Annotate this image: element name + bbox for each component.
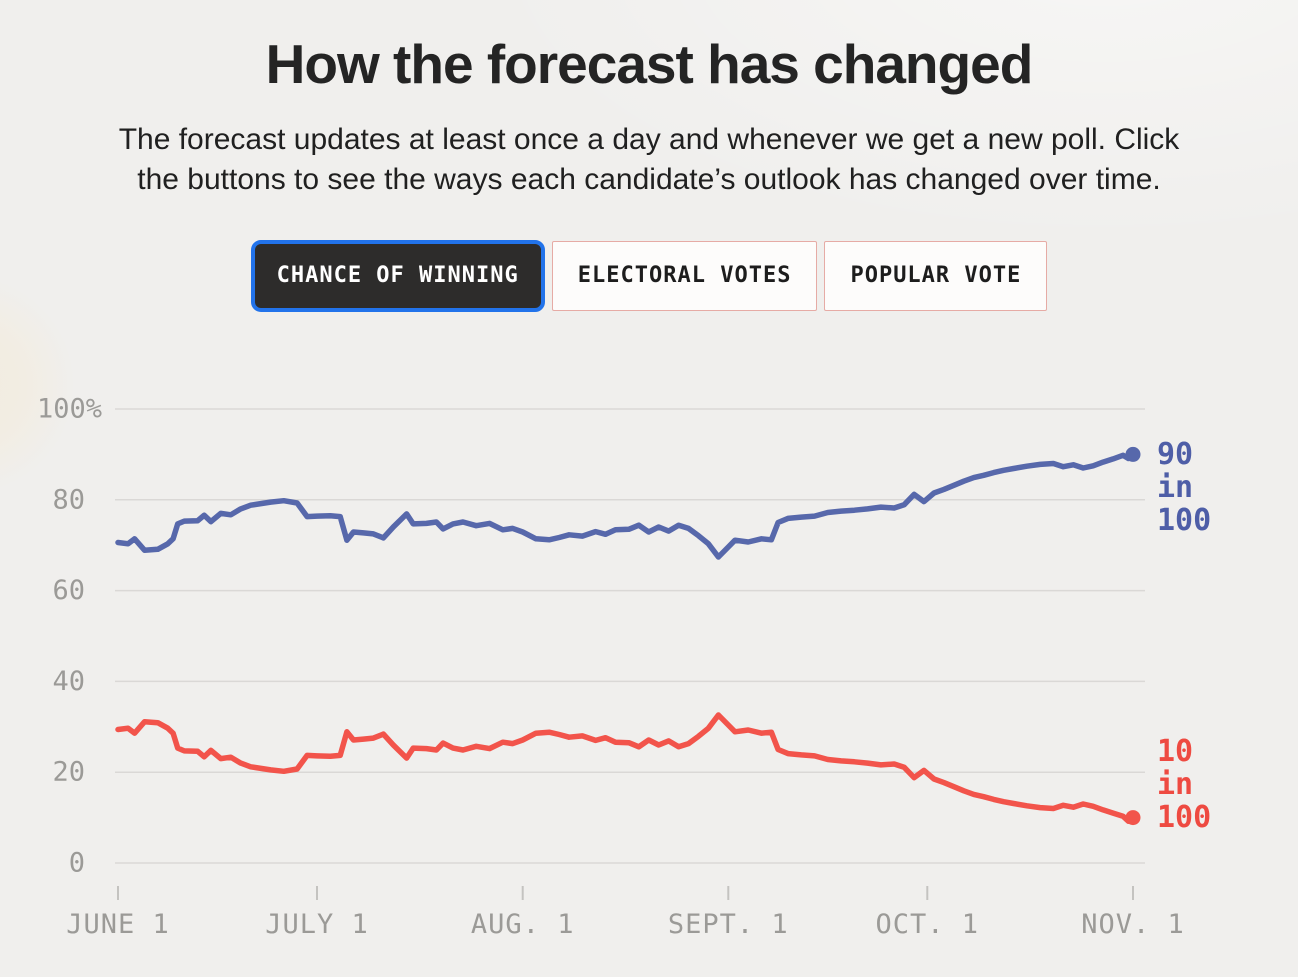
x-axis-label: NOV. 1 bbox=[1081, 909, 1185, 940]
x-axis-label: AUG. 1 bbox=[471, 909, 575, 940]
chart-area: 100% 80 60 40 20 0 JUNE 1 JULY 1 AUG. 1 SEPT. 1 OC… bbox=[0, 377, 1298, 977]
line-red bbox=[115, 712, 1136, 824]
endpoint-dot-blue bbox=[1125, 446, 1141, 462]
tab-electoral-votes[interactable]: ELECTORAL VOTES bbox=[551, 240, 818, 311]
x-axis-label: JUNE 1 bbox=[66, 909, 170, 940]
end-label-blue: 90 in 100 bbox=[1157, 437, 1211, 538]
y-axis-label: 60 bbox=[52, 575, 85, 606]
y-axis-label: 0 bbox=[69, 847, 85, 878]
x-axis-label: JULY 1 bbox=[265, 909, 369, 940]
view-toggle-group: CHANCE OF WINNING ELECTORAL VOTES POPULA… bbox=[0, 239, 1298, 312]
y-axis-label: 80 bbox=[52, 484, 85, 515]
endpoint-dot-red bbox=[1125, 809, 1141, 825]
y-axis-label: 40 bbox=[52, 666, 85, 697]
end-label-red: 10 in 100 bbox=[1157, 734, 1211, 835]
x-axis-label: OCT. 1 bbox=[876, 909, 980, 940]
tab-chance-of-winning[interactable]: CHANCE OF WINNING bbox=[250, 239, 545, 312]
x-axis-label: SEPT. 1 bbox=[668, 909, 789, 940]
forecast-chart: 100% 80 60 40 20 0 JUNE 1 JULY 1 AUG. 1 SEPT. 1 OC… bbox=[37, 393, 1211, 940]
y-axis-label: 20 bbox=[52, 756, 85, 787]
page-subtitle: The forecast updates at least once a day… bbox=[118, 122, 1180, 196]
y-axis-label: 100% bbox=[37, 393, 102, 424]
tab-popular-vote[interactable]: POPULAR VOTE bbox=[824, 240, 1048, 311]
page-title: How the forecast has changed bbox=[265, 33, 1034, 95]
line-blue bbox=[115, 451, 1136, 560]
